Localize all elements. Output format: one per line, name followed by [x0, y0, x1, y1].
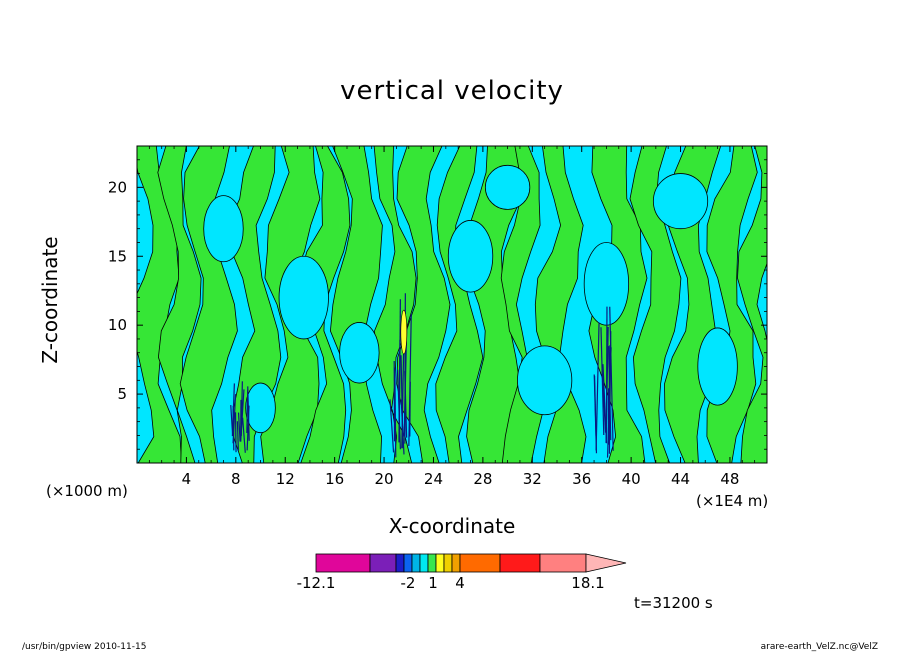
y-tick-label: 15 — [108, 247, 127, 265]
negative-region — [697, 327, 738, 406]
negative-region — [339, 322, 380, 384]
positive-region — [179, 146, 238, 463]
colorbar-segment — [499, 553, 541, 573]
x-scale-label: (×1E4 m) — [696, 492, 769, 510]
colorbar-segment — [539, 553, 587, 573]
updraft-core — [397, 369, 401, 450]
updraft-core — [394, 367, 397, 458]
updraft-core — [408, 314, 412, 447]
x-tick-label: 36 — [572, 470, 591, 488]
x-unit-label: (×1000 m) — [46, 482, 128, 500]
colorbar-segment — [443, 553, 453, 573]
colorbar-label: 1 — [428, 574, 438, 592]
colorbar-segment — [427, 553, 437, 573]
x-tick-label: 48 — [720, 470, 739, 488]
updraft-core — [606, 347, 612, 458]
updraft-core — [237, 412, 241, 442]
x-tick-label: 16 — [325, 470, 344, 488]
updraft-core — [595, 322, 600, 451]
x-tick-label: 44 — [671, 470, 690, 488]
peak-region — [400, 309, 408, 355]
positive-region — [435, 146, 484, 463]
colorbar-segment — [395, 553, 405, 573]
updraft-core — [234, 412, 237, 453]
negative-region — [517, 345, 573, 416]
colorbar-segment — [459, 553, 501, 573]
x-tick-label: 24 — [424, 470, 443, 488]
x-tick-label: 32 — [523, 470, 542, 488]
x-tick-label: 40 — [622, 470, 641, 488]
x-tick-label: 28 — [473, 470, 492, 488]
y-tick-label: 10 — [108, 316, 127, 334]
colorbar-label: -2 — [401, 574, 416, 592]
y-axis-label: Z-coordinate — [38, 236, 62, 364]
colorbar-arrow — [585, 553, 627, 573]
colorbar-segment — [419, 553, 429, 573]
footer-source: arare-earth_VelZ.nc@VelZ — [760, 642, 878, 652]
updraft-core — [231, 383, 235, 437]
x-tick-label: 20 — [375, 470, 394, 488]
colorbar-label: 4 — [455, 574, 465, 592]
updraft-core — [240, 381, 243, 436]
updraft-core — [246, 389, 249, 434]
colorbar-segment — [403, 553, 413, 573]
updraft-core — [602, 364, 608, 444]
plot-frame — [136, 145, 768, 464]
positive-region — [629, 146, 682, 463]
updraft-core — [236, 421, 239, 451]
y-tick-label: 5 — [117, 385, 127, 403]
chart-title: vertical velocity — [340, 76, 564, 106]
colorbar-segment — [435, 553, 445, 573]
updraft-core — [389, 399, 395, 453]
colorbar-label: 18.1 — [571, 574, 604, 592]
positive-region — [737, 146, 767, 463]
footer-program: /usr/bin/gpview 2010-11-15 — [22, 642, 147, 652]
negative-region — [447, 220, 494, 293]
colorbar-segment — [411, 553, 421, 573]
x-tick-label: 8 — [231, 470, 241, 488]
contour-field — [137, 146, 767, 463]
x-tick-label: 12 — [276, 470, 295, 488]
negative-region — [484, 164, 531, 210]
positive-region — [137, 146, 183, 463]
x-axis-label: X-coordinate — [388, 514, 516, 538]
updraft-core — [608, 346, 612, 441]
negative-region — [203, 195, 244, 263]
y-tick-label: 20 — [108, 178, 127, 196]
negative-region — [278, 255, 329, 340]
negative-region — [245, 382, 276, 434]
colorbar-segment — [315, 553, 371, 573]
updraft-core — [246, 405, 250, 451]
updraft-core — [242, 417, 246, 453]
colorbar-segment — [451, 553, 461, 573]
colorbar-label: -12.1 — [297, 574, 336, 592]
colorbar-segment — [369, 553, 397, 573]
x-tick-label: 4 — [182, 470, 192, 488]
updraft-core — [400, 399, 405, 455]
updraft-core — [609, 306, 614, 451]
updraft-core — [605, 306, 608, 439]
time-label: t=31200 s — [634, 594, 713, 612]
negative-region — [652, 173, 709, 230]
